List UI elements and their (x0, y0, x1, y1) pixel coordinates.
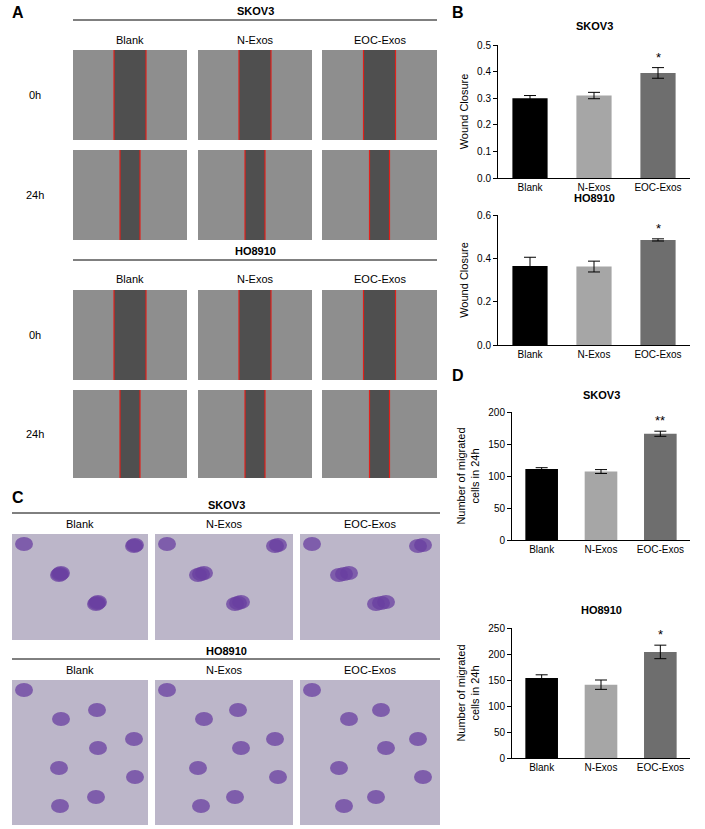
svg-text:N-Exos: N-Exos (237, 34, 274, 46)
svg-text:**: ** (655, 413, 665, 428)
svg-text:100: 100 (488, 471, 505, 482)
svg-text:EOC-Exos: EOC-Exos (354, 34, 406, 46)
svg-text:0.0: 0.0 (477, 340, 491, 351)
svg-text:Wound Closure: Wound Closure (458, 242, 470, 318)
svg-text:50: 50 (494, 727, 506, 738)
svg-text:N-Exos: N-Exos (206, 518, 243, 530)
svg-text:EOC-Exos: EOC-Exos (344, 518, 396, 530)
svg-text:0h: 0h (29, 89, 41, 101)
svg-text:Number of migratedcells in 24h: Number of migratedcells in 24h (455, 427, 481, 524)
svg-text:HO8910: HO8910 (581, 604, 622, 616)
svg-text:24h: 24h (26, 189, 44, 201)
svg-text:Blank: Blank (66, 518, 94, 530)
svg-text:EOC-Exos: EOC-Exos (354, 273, 406, 285)
svg-text:Blank: Blank (517, 349, 543, 360)
svg-text:EOC-Exos: EOC-Exos (344, 664, 396, 676)
svg-text:EOC-Exos: EOC-Exos (634, 349, 681, 360)
svg-text:200: 200 (488, 407, 505, 418)
svg-text:D: D (452, 367, 464, 384)
svg-text:N-Exos: N-Exos (578, 349, 611, 360)
svg-text:HO8910: HO8910 (206, 645, 247, 657)
svg-text:EOC-Exos: EOC-Exos (634, 182, 681, 193)
svg-text:EOC-Exos: EOC-Exos (637, 762, 684, 773)
svg-text:SKOV3: SKOV3 (208, 499, 245, 511)
svg-text:HO8910: HO8910 (235, 245, 276, 257)
svg-text:*: * (656, 221, 661, 236)
svg-text:EOC-Exos: EOC-Exos (637, 544, 684, 555)
svg-text:0: 0 (499, 535, 505, 546)
svg-text:Wound Closure: Wound Closure (458, 74, 470, 150)
svg-text:HO8910: HO8910 (574, 192, 615, 204)
svg-text:200: 200 (488, 649, 505, 660)
svg-text:Number of migratedcells in 24h: Number of migratedcells in 24h (455, 644, 481, 741)
svg-text:0.6: 0.6 (477, 210, 491, 221)
svg-text:N-Exos: N-Exos (585, 544, 618, 555)
svg-text:N-Exos: N-Exos (237, 273, 274, 285)
svg-text:Blank: Blank (66, 664, 94, 676)
svg-text:Blank: Blank (517, 182, 543, 193)
svg-text:Blank: Blank (116, 273, 144, 285)
svg-text:Blank: Blank (529, 544, 555, 555)
svg-text:Blank: Blank (116, 34, 144, 46)
svg-text:0: 0 (499, 753, 505, 764)
svg-text:SKOV3: SKOV3 (237, 5, 274, 17)
svg-text:C: C (12, 489, 24, 506)
svg-text:250: 250 (488, 623, 505, 634)
svg-text:N-Exos: N-Exos (578, 182, 611, 193)
svg-text:0.5: 0.5 (477, 40, 491, 51)
svg-text:150: 150 (488, 439, 505, 450)
svg-text:24h: 24h (26, 428, 44, 440)
svg-text:N-Exos: N-Exos (206, 664, 243, 676)
svg-text:0.1: 0.1 (477, 146, 491, 157)
svg-text:*: * (658, 627, 663, 642)
svg-text:A: A (12, 4, 24, 21)
svg-text:0h: 0h (29, 329, 41, 341)
svg-text:B: B (452, 4, 464, 21)
svg-text:SKOV3: SKOV3 (583, 389, 620, 401)
svg-text:150: 150 (488, 675, 505, 686)
svg-text:50: 50 (494, 503, 506, 514)
svg-text:0.2: 0.2 (477, 296, 491, 307)
svg-text:0.0: 0.0 (477, 173, 491, 184)
svg-text:0.2: 0.2 (477, 119, 491, 130)
svg-text:100: 100 (488, 701, 505, 712)
svg-text:N-Exos: N-Exos (585, 762, 618, 773)
svg-text:Blank: Blank (529, 762, 555, 773)
svg-text:0.4: 0.4 (477, 253, 491, 264)
svg-text:SKOV3: SKOV3 (576, 20, 613, 32)
svg-text:0.3: 0.3 (477, 93, 491, 104)
svg-text:*: * (656, 50, 661, 65)
svg-text:0.4: 0.4 (477, 66, 491, 77)
